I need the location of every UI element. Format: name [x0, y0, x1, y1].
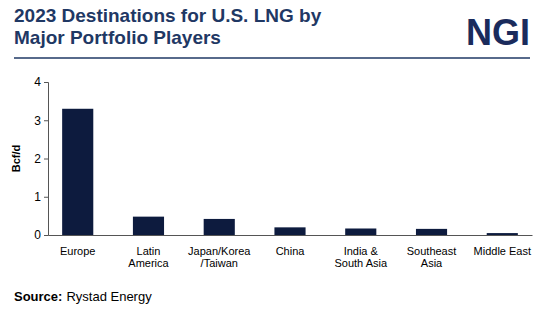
logo: NGI	[466, 12, 530, 53]
bar	[416, 229, 447, 235]
x-tick: China	[276, 245, 306, 257]
x-tick: LatinAmerica	[128, 245, 169, 270]
title-line: Major Portfolio Players	[14, 27, 221, 48]
bar	[345, 228, 376, 235]
chart: 2023 Destinations for U.S. LNG byMajor P…	[0, 0, 540, 317]
y-tick-label: 4	[34, 75, 41, 89]
x-tick-label-line: Asia	[421, 257, 443, 269]
x-tick-label: Middle East	[474, 245, 531, 257]
x-tick: Middle East	[474, 245, 531, 257]
header-rule	[14, 57, 530, 59]
y-tick-mark	[44, 120, 48, 121]
source: Source: Rystad Energy	[14, 289, 152, 304]
x-tick-label-line: Japan/Korea	[188, 245, 251, 257]
x-tick: India &South Asia	[334, 245, 387, 270]
bar	[133, 217, 164, 235]
x-tick-label: Europe	[60, 245, 95, 257]
x-tick-label: SoutheastAsia	[407, 245, 457, 270]
y-tick-label: 2	[34, 152, 41, 166]
y-tick: 0	[34, 228, 48, 242]
x-tick: Japan/Korea/Taiwan	[188, 245, 251, 270]
x-tick-label-line: South Asia	[334, 257, 387, 269]
y-tick: 2	[34, 152, 48, 166]
x-tick-label: India &South Asia	[334, 245, 387, 270]
x-tick-label-line: Europe	[60, 245, 95, 257]
y-tick-mark	[44, 82, 48, 83]
y-tick: 3	[34, 114, 48, 128]
x-tick-label-line: China	[276, 245, 306, 257]
bar	[62, 109, 93, 235]
bar	[274, 227, 305, 235]
y-tick: 4	[34, 75, 48, 89]
y-tick: 1	[34, 190, 48, 204]
y-tick-label: 3	[34, 114, 41, 128]
source-text: Rystad Energy	[66, 289, 152, 304]
y-tick-label: 0	[34, 228, 41, 242]
y-tick-mark	[44, 197, 48, 198]
x-tick-label-line: India &	[344, 245, 379, 257]
bar	[204, 219, 235, 235]
x-axis-line	[49, 235, 533, 236]
y-axis: 0 1 2 3 4	[34, 75, 48, 242]
y-axis-title: Bcf/d	[10, 145, 22, 173]
y-tick-label: 1	[34, 190, 41, 204]
bars	[62, 109, 518, 235]
y-tick-mark	[44, 159, 48, 160]
x-tick-label-line: Middle East	[474, 245, 531, 257]
x-tick-label-line: America	[128, 257, 169, 269]
y-tick-mark	[44, 235, 48, 236]
x-tick-label: China	[276, 245, 306, 257]
x-tick: Europe	[60, 245, 95, 257]
y-axis-line	[44, 83, 49, 236]
x-axis: Europe LatinAmerica Japan/Korea/Taiwan Chin…	[49, 236, 533, 270]
x-tick-label-line: Southeast	[407, 245, 457, 257]
x-tick-label-line: /Taiwan	[201, 257, 238, 269]
source-label: Source:	[14, 289, 62, 304]
bar	[487, 233, 518, 235]
x-tick-label: LatinAmerica	[128, 245, 169, 270]
x-tick-label-line: Latin	[137, 245, 161, 257]
title: 2023 Destinations for U.S. LNG byMajor P…	[14, 5, 322, 48]
title-line: 2023 Destinations for U.S. LNG by	[14, 5, 322, 26]
x-tick: SoutheastAsia	[407, 245, 457, 270]
x-tick-label: Japan/Korea/Taiwan	[188, 245, 251, 270]
